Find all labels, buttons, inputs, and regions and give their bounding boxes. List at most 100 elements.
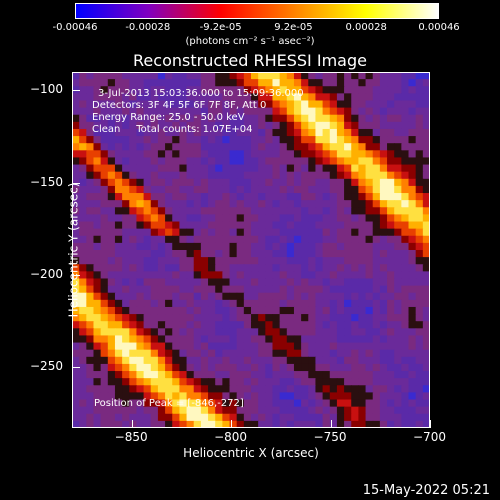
heatmap-cell <box>265 278 274 287</box>
heatmap-cell <box>208 228 216 237</box>
heatmap-cell <box>86 285 95 294</box>
heatmap-cell <box>236 185 245 194</box>
heatmap-cell <box>193 378 202 386</box>
heatmap-cell <box>222 257 231 265</box>
heatmap-cell <box>258 250 266 258</box>
heatmap-cell <box>336 143 345 151</box>
heatmap-cell <box>415 200 424 208</box>
heatmap-cell <box>365 242 374 251</box>
heatmap-cell <box>107 250 116 258</box>
heatmap-cell <box>165 171 173 180</box>
heatmap-cell <box>301 314 309 322</box>
heatmap-cell <box>258 242 266 251</box>
heatmap-cell <box>157 406 166 415</box>
heatmap-cell <box>136 150 145 159</box>
heatmap-cell <box>136 413 145 422</box>
heatmap-cell <box>286 371 295 379</box>
heatmap-cell <box>251 420 259 428</box>
heatmap-cell <box>243 399 252 408</box>
heatmap-cell <box>372 128 381 137</box>
heatmap-cell <box>157 378 166 386</box>
heatmap-cell <box>93 335 102 344</box>
heatmap-cell <box>308 185 317 194</box>
heatmap-cell <box>208 392 216 401</box>
heatmap-cell <box>315 72 324 80</box>
heatmap-cell <box>86 264 95 272</box>
heatmap-cell <box>301 371 309 379</box>
heatmap-cell <box>150 114 159 123</box>
heatmap-cell <box>251 164 259 173</box>
heatmap-cell <box>401 335 410 344</box>
heatmap-cell <box>422 171 430 180</box>
heatmap-cell <box>286 207 295 215</box>
heatmap-cell <box>93 235 102 244</box>
heatmap-cell <box>72 200 80 208</box>
heatmap-cell <box>358 200 367 208</box>
heatmap-cell <box>114 385 123 393</box>
heatmap-cell <box>100 221 109 230</box>
heatmap-cell <box>279 257 288 265</box>
heatmap-cell <box>279 285 288 294</box>
heatmap-cell <box>415 257 424 265</box>
heatmap-cell <box>229 342 238 351</box>
heatmap-cell <box>408 72 417 80</box>
heatmap-cell <box>136 86 145 94</box>
heatmap-cell <box>93 107 102 116</box>
heatmap-cell <box>165 200 173 208</box>
heatmap-cell <box>351 413 359 422</box>
heatmap-cell <box>136 285 145 294</box>
heatmap-cell <box>100 100 109 109</box>
heatmap-cell <box>365 185 374 194</box>
heatmap-cell <box>315 200 324 208</box>
heatmap-cell <box>358 164 367 173</box>
heatmap-cell <box>251 242 259 251</box>
heatmap-cell <box>358 420 367 428</box>
heatmap-cell <box>258 164 266 173</box>
heatmap-cell <box>79 72 87 80</box>
heatmap-cell <box>387 136 395 144</box>
x-tick-label: −700 <box>413 430 446 444</box>
heatmap-cell <box>293 185 302 194</box>
heatmap-cell <box>387 121 395 130</box>
heatmap-cell <box>100 306 109 315</box>
heatmap-cell <box>215 242 223 251</box>
heatmap-cell <box>422 143 430 151</box>
heatmap-cell <box>222 143 231 151</box>
heatmap-cell <box>222 385 231 393</box>
heatmap-cell <box>222 178 231 187</box>
heatmap-cell <box>379 86 388 94</box>
heatmap-cell <box>387 285 395 294</box>
heatmap-cell <box>401 257 410 265</box>
heatmap-cell <box>114 271 123 280</box>
heatmap-cell <box>114 264 123 272</box>
heatmap-cell <box>394 264 402 272</box>
heatmap-cell <box>179 128 188 137</box>
heatmap-cell <box>322 420 331 428</box>
heatmap-cell <box>179 157 188 166</box>
heatmap-cell <box>186 207 195 215</box>
heatmap-cell <box>279 264 288 272</box>
heatmap-cell <box>301 328 309 337</box>
heatmap-cell <box>344 242 352 251</box>
heatmap-cell <box>122 385 130 393</box>
heatmap-cell <box>136 257 145 265</box>
heatmap-cell <box>286 171 295 180</box>
heatmap-cell <box>222 214 231 223</box>
heatmap-cell <box>358 371 367 379</box>
heatmap-cell <box>72 93 80 102</box>
heatmap-cell <box>243 371 252 379</box>
heatmap-cell <box>193 250 202 258</box>
heatmap-cell <box>236 235 245 244</box>
heatmap-cell <box>279 242 288 251</box>
heatmap-cell <box>193 371 202 379</box>
heatmap-cell <box>193 193 202 201</box>
heatmap-cell <box>365 342 374 351</box>
heatmap-cell <box>157 86 166 94</box>
heatmap-cell <box>222 285 231 294</box>
heatmap-cell <box>193 342 202 351</box>
heatmap-cell <box>336 171 345 180</box>
heatmap-cell <box>136 193 145 201</box>
heatmap-cell <box>186 157 195 166</box>
heatmap-cell <box>387 235 395 244</box>
heatmap-cell <box>86 250 95 258</box>
